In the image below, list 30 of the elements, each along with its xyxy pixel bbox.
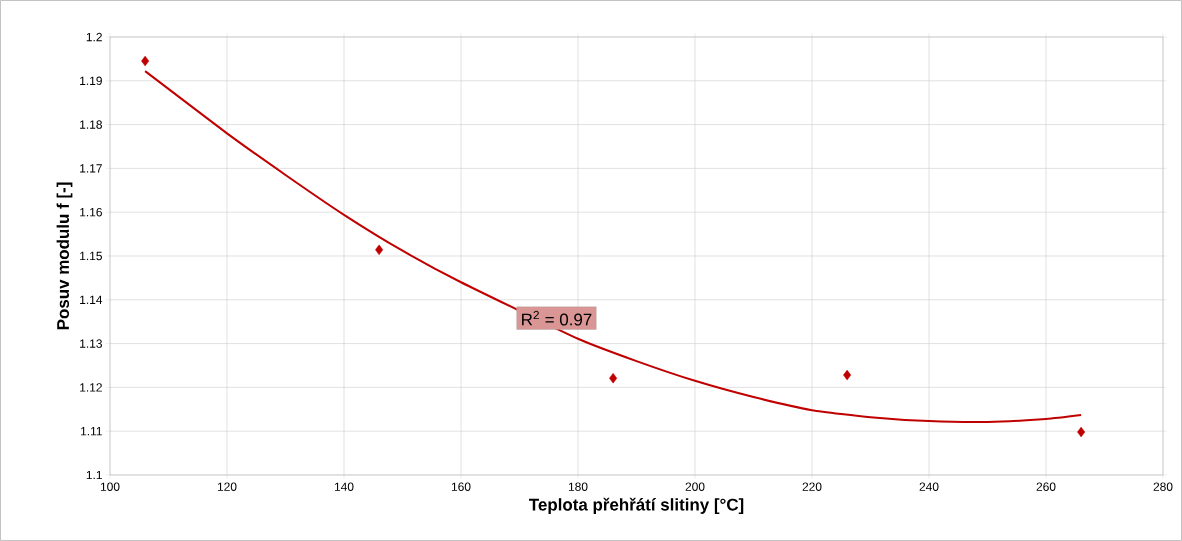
line-series (144, 70, 1083, 424)
x-tick-label: 120 (217, 482, 237, 491)
point (375, 244, 384, 256)
y-tick-label: 1.13 (80, 339, 102, 348)
y-tick-label: 1.18 (80, 120, 102, 129)
y-tick-label: 1.12 (80, 383, 102, 392)
y-tick-label: 1.2 (86, 32, 102, 42)
y-tick-label: 1.14 (80, 295, 103, 304)
x-tick-label: 140 (334, 482, 354, 491)
x-tick-label: 100 (100, 482, 120, 491)
y-tick-label: 1.16 (80, 207, 102, 217)
x-tick-label: 260 (1036, 482, 1056, 491)
point (609, 372, 618, 384)
x-tick-label: 240 (919, 482, 939, 491)
x-tick-label: 280 (1153, 482, 1173, 491)
x-tick-label: 200 (685, 482, 705, 491)
x-tick-label: 180 (568, 482, 588, 491)
y-axis-title: Posuv modulu f [-] (56, 182, 73, 330)
y-tick-label: 1.1 (86, 470, 102, 480)
y-tick-label: 1.19 (80, 76, 102, 86)
x-tick-label: 160 (451, 482, 471, 491)
annotation: R$^{2}$ = 0.97 (522, 310, 592, 326)
x-tick-label: 220 (802, 482, 822, 491)
y-tick-label: 1.15 (80, 251, 102, 261)
y-tick-label: 1.11 (81, 427, 102, 436)
point (843, 369, 852, 381)
y-tick-label: 1.17 (80, 164, 102, 173)
point (1077, 426, 1086, 438)
point (141, 55, 150, 67)
x-axis-title: Teplota přehřátí slitiny [°C] (529, 497, 744, 514)
